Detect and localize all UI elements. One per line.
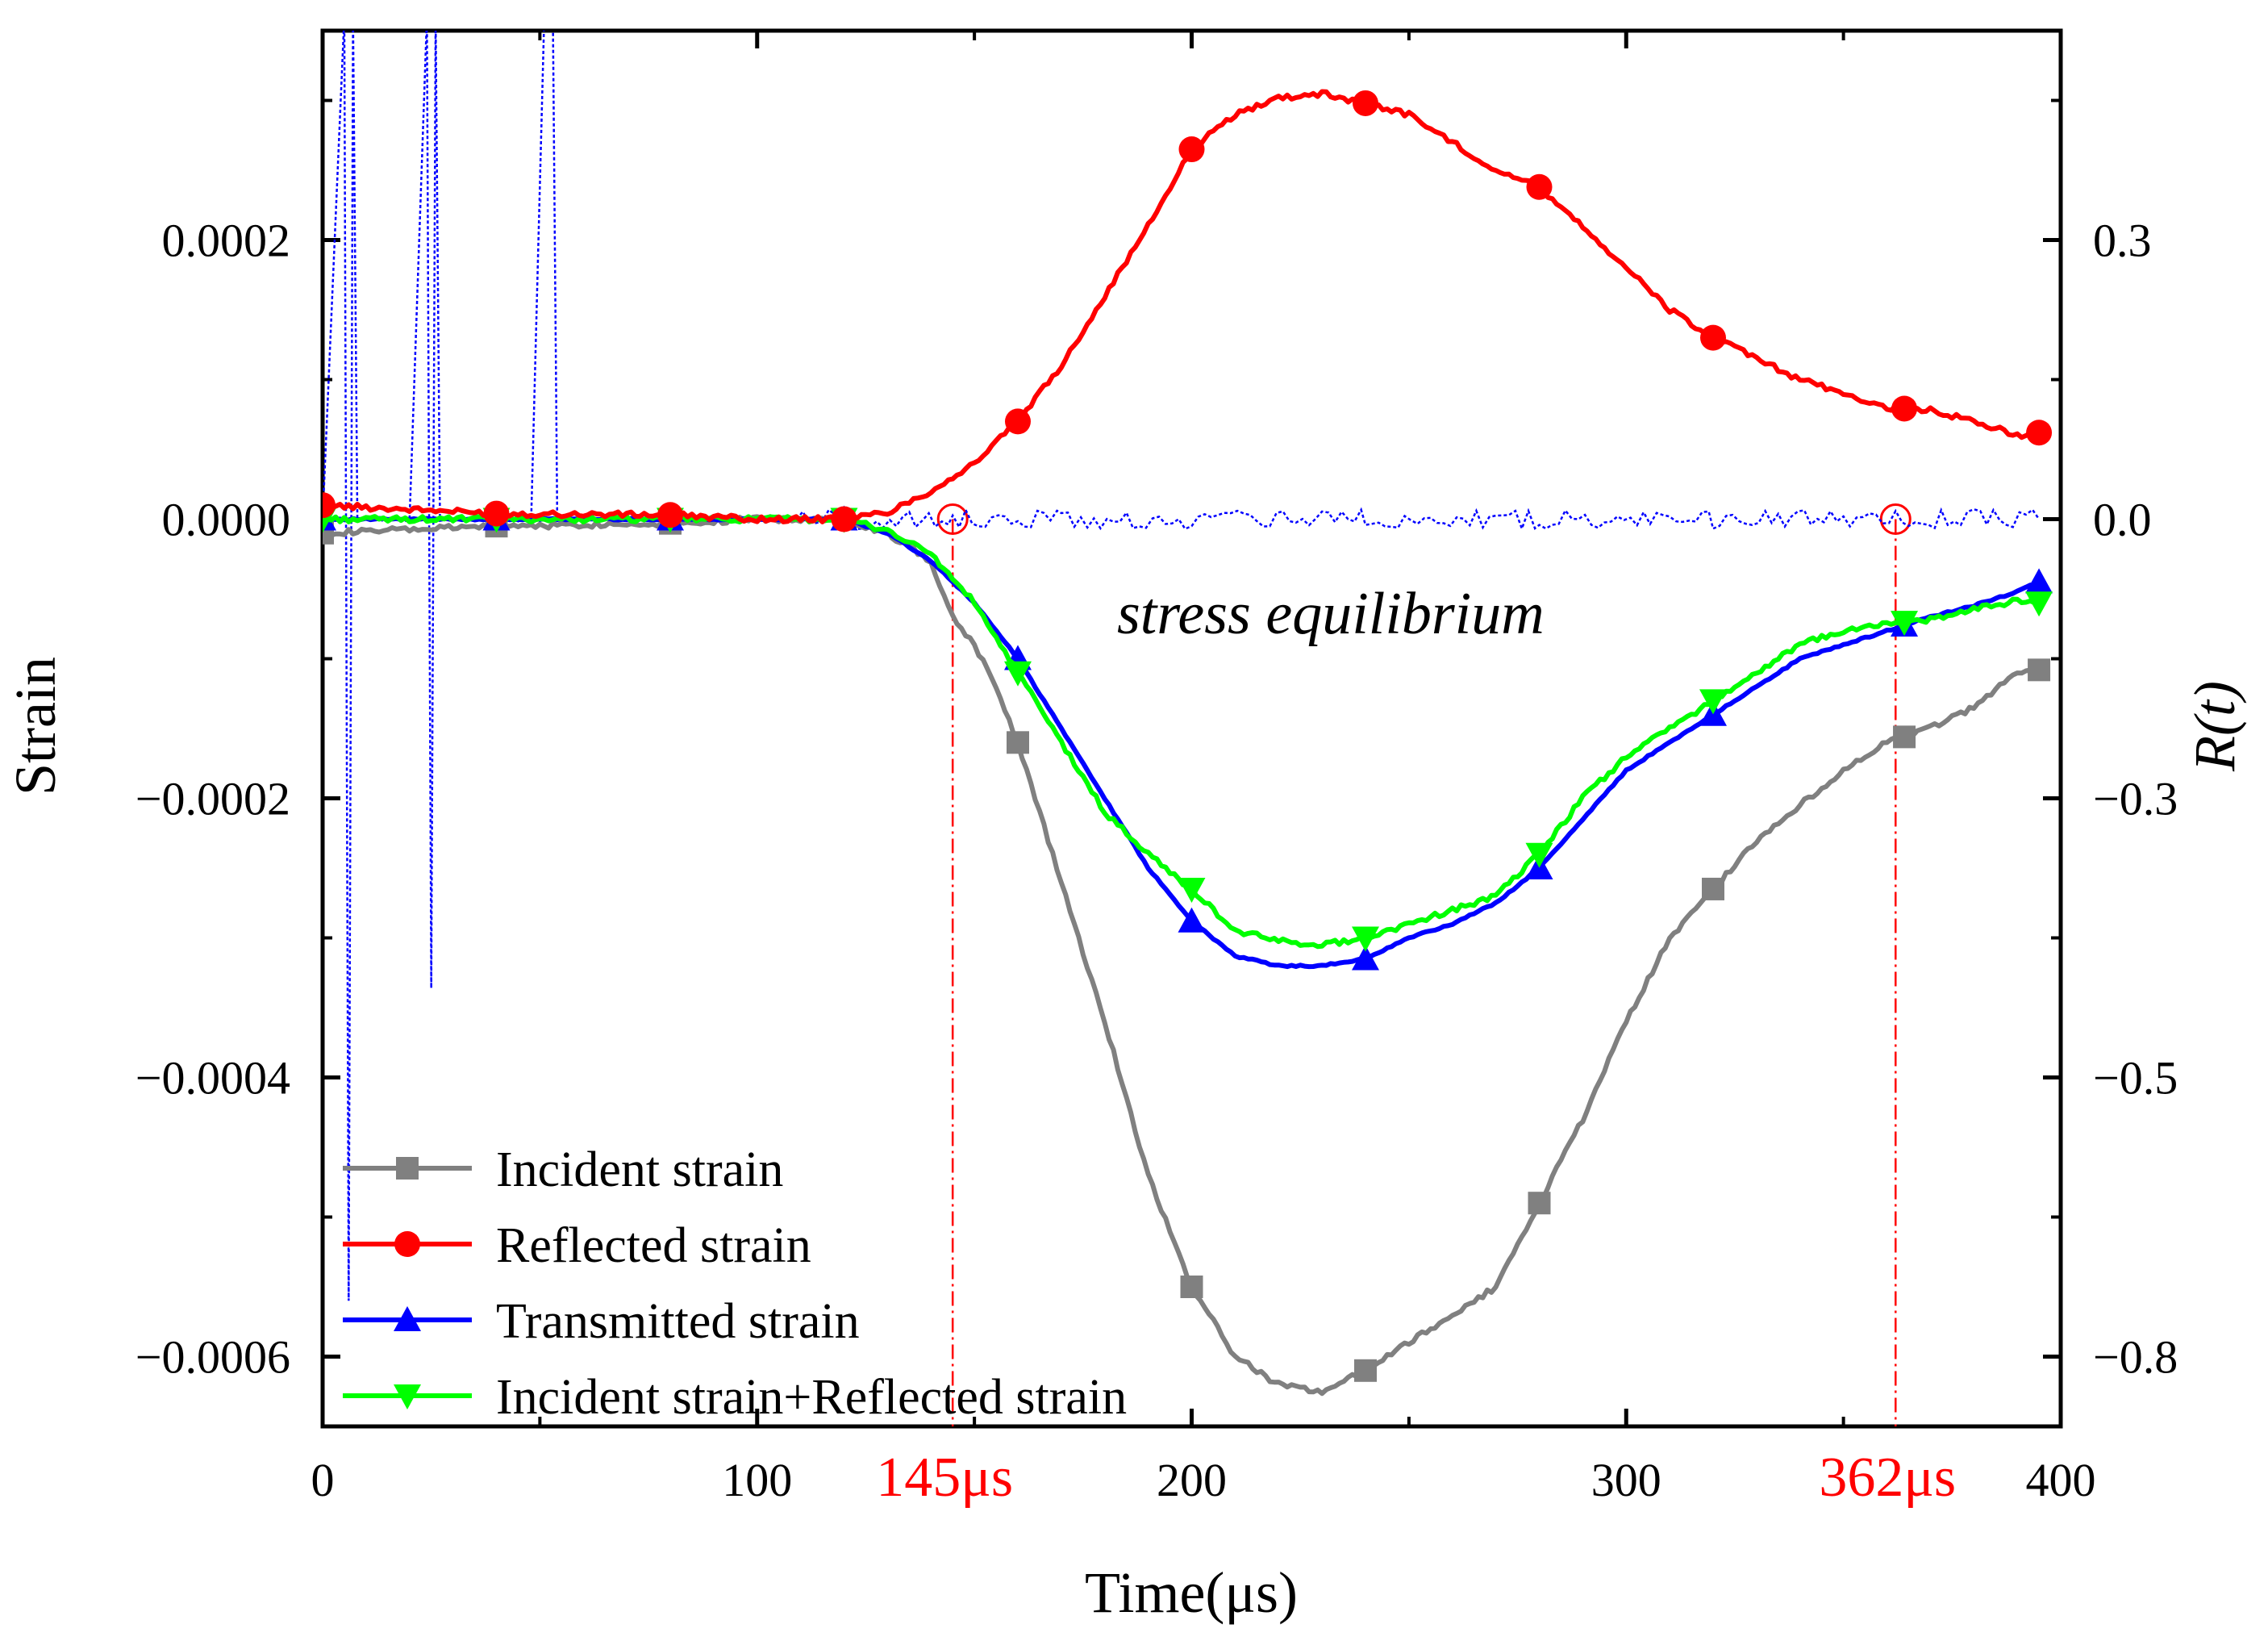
x-tick-label: 400 (2026, 1454, 2096, 1506)
legend-item: Incident strain+Reflected strain (343, 1370, 1127, 1425)
data-point (1528, 1192, 1551, 1215)
marker-circle (936, 503, 969, 535)
marker-label: 145μs (876, 1447, 1013, 1509)
y-tick-label: 0.0002 (162, 215, 291, 267)
y2-tick-label: −0.5 (2093, 1052, 2178, 1104)
data-point (1891, 395, 1918, 422)
marker-lines (936, 503, 1912, 1426)
legend-label: Transmitted strain (496, 1294, 860, 1349)
data-point (323, 492, 336, 519)
series-reflected-strain (323, 89, 2053, 532)
legend-item: Reflected strain (343, 1218, 811, 1273)
y-tick-label: −0.0006 (135, 1331, 290, 1384)
data-point (1005, 408, 1031, 435)
data-point (1178, 136, 1205, 163)
data-point (2026, 420, 2053, 446)
legend-label: Incident strain (496, 1142, 783, 1197)
data-point (2025, 591, 2053, 617)
data-point (1700, 324, 1726, 351)
data-point (1525, 842, 1553, 868)
axis-ticks (320, 31, 2063, 1426)
legend-item: Incident strain (343, 1142, 783, 1197)
stress-equilibrium-annotation: stress equilibrium (1117, 581, 1545, 647)
y-tick-label: 0.0000 (162, 494, 291, 546)
data-point (1004, 661, 1032, 687)
data-point (394, 1384, 421, 1409)
y-tick-label: −0.0004 (135, 1052, 290, 1104)
data-point (483, 500, 510, 527)
legend-label: Incident strain+Reflected strain (496, 1370, 1127, 1425)
y2-tick-label: −0.8 (2093, 1331, 2178, 1384)
data-point (1699, 689, 1727, 715)
marker-label: 362μs (1819, 1447, 1956, 1509)
data-point (1178, 877, 1206, 903)
x-tick-label: 300 (1591, 1454, 1661, 1506)
series-incident-strain-reflected-strain (323, 507, 2053, 952)
y2-tick-label: −0.3 (2093, 773, 2178, 825)
x-tick-label: 200 (1157, 1454, 1227, 1506)
data-point (1178, 907, 1206, 933)
data-point (394, 1231, 420, 1257)
series-line (323, 514, 2040, 1397)
y2-tick-label: 0.3 (2093, 215, 2152, 267)
y2-tick-label: 0.0 (2093, 494, 2152, 546)
series-transmitted-strain (323, 505, 2053, 971)
data-point (1702, 877, 1724, 900)
legend-item: Transmitted strain (343, 1294, 860, 1349)
data-point (1007, 731, 1029, 754)
data-point (831, 506, 857, 532)
data-point (396, 1157, 419, 1180)
data-point (1526, 173, 1553, 200)
marker-labels: 145μs 362μs (876, 1447, 1956, 1509)
data-point (657, 502, 683, 528)
x-tick-label: 0 (311, 1454, 335, 1506)
legend-label: Reflected strain (496, 1218, 811, 1273)
series-line (323, 89, 2041, 524)
tick-labels: 0 100 200 300 400 0.0002 0.0000 −0.0002 −0.0004 −… (135, 215, 2178, 1507)
legend: Incident strain Reflected strain Transmitt… (343, 1142, 1127, 1425)
y-axis-title: Strain (3, 657, 68, 795)
y-tick-label: −0.0002 (135, 773, 290, 825)
data-point (1891, 611, 1919, 637)
data-point (1352, 945, 1379, 971)
x-tick-label: 100 (722, 1454, 792, 1506)
data-point (2028, 658, 2051, 682)
x-axis-title: Time(μs) (1085, 1560, 1298, 1625)
y2-axis-title: R(t) (2183, 681, 2247, 772)
data-point (2025, 568, 2053, 594)
marker-circle (1879, 503, 1912, 535)
data-point (1893, 725, 1916, 749)
series-incident-strain (323, 507, 2051, 1397)
data-point (1352, 926, 1379, 952)
data-point (1180, 1276, 1203, 1298)
series-layer (323, 31, 2053, 1397)
data-point (394, 1306, 421, 1331)
plot-frame (320, 28, 2063, 1429)
data-point (1353, 90, 1378, 116)
data-point (1354, 1359, 1377, 1382)
